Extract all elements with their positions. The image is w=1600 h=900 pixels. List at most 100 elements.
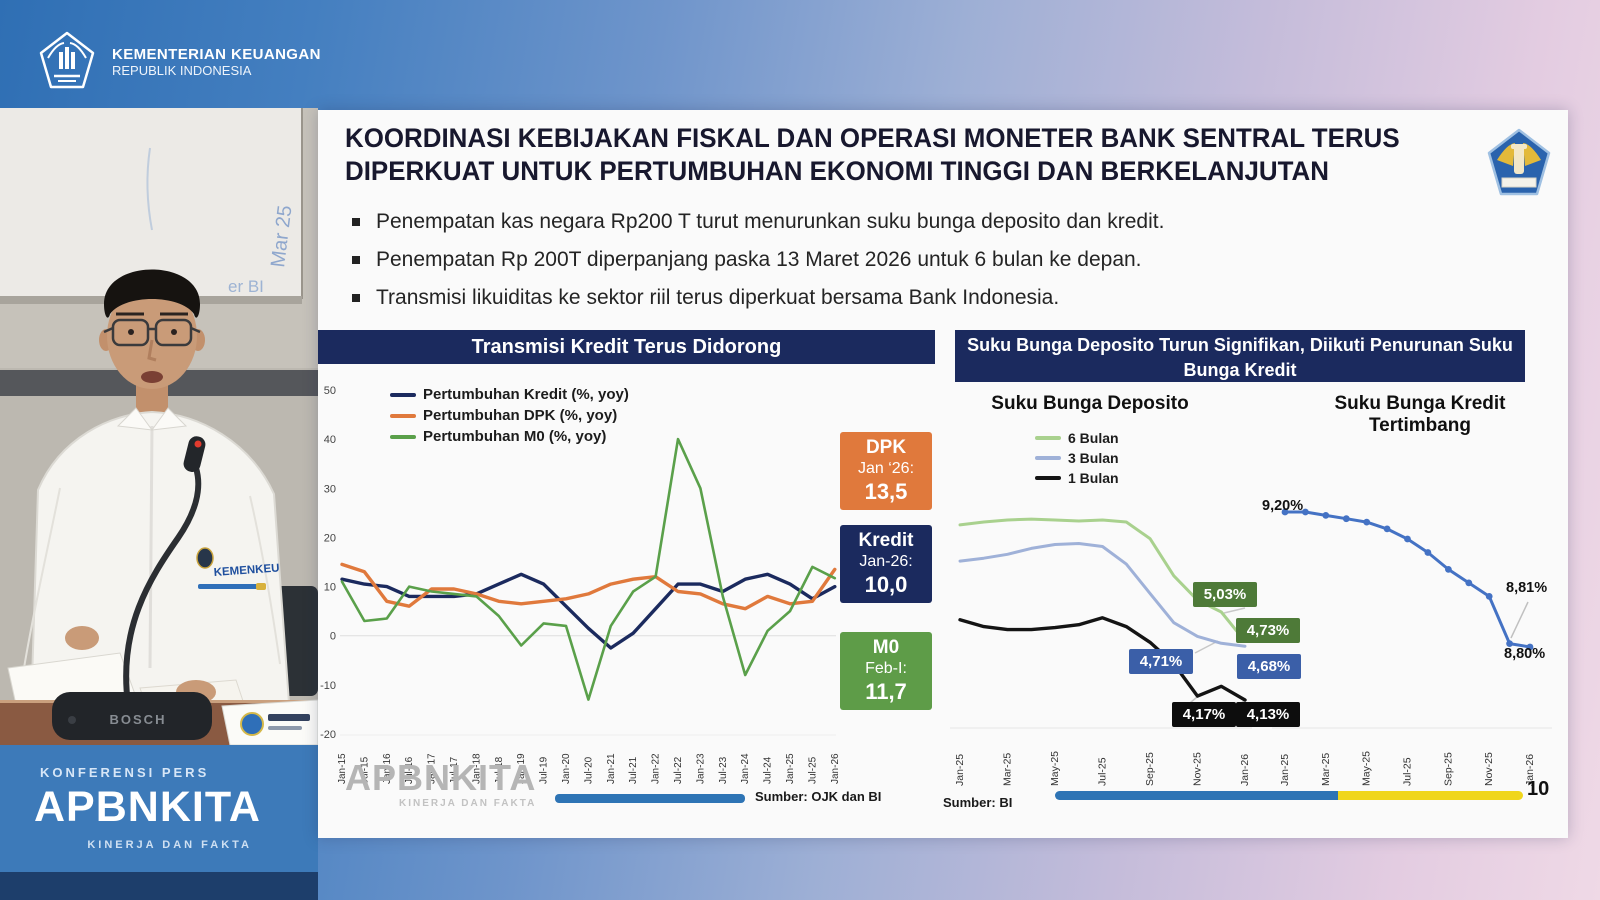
svg-text:Jul-25: Jul-25 (1097, 757, 1109, 786)
svg-text:Jan-21: Jan-21 (606, 753, 617, 784)
dpk-box-title: DPK (865, 437, 907, 458)
deposito-callout-6bulan-latest: 4,73% (1236, 618, 1300, 643)
svg-text:Nov-25: Nov-25 (1192, 752, 1204, 786)
svg-text:Jan-22: Jan-22 (651, 753, 662, 784)
right-header-line2: Bunga Kredit (1183, 360, 1297, 381)
svg-text:Jul-23: Jul-23 (718, 756, 729, 784)
bullet-square-icon (352, 218, 360, 226)
svg-text:10: 10 (324, 582, 336, 594)
legend-item-3bulan: 3 Bulan (1035, 450, 1119, 466)
svg-text:Jul-18: Jul-18 (494, 756, 505, 784)
kredit-callout-dec: 8,81% (1506, 580, 1548, 596)
svg-text:Jan-24: Jan-24 (740, 753, 751, 784)
svg-text:Jul-25: Jul-25 (807, 756, 818, 784)
svg-text:Jul-20: Jul-20 (583, 756, 594, 784)
svg-text:Jan-17: Jan-17 (427, 753, 438, 784)
dpk-value-box: DPK Jan ‘26: 13,5 (840, 432, 932, 510)
slide-title: KOORDINASI KEBIJAKAN FISKAL DAN OPERASI … (345, 122, 1420, 188)
bullet-item-1: Penempatan kas negara Rp200 T turut menu… (352, 210, 1472, 234)
lapel-pin (196, 547, 214, 569)
shirt-badge-text: KEMENKEU (213, 562, 279, 579)
kredit-title-line1: Suku Bunga Kredit (1334, 393, 1506, 414)
legend-label: 1 Bulan (1068, 470, 1119, 486)
legend-label: Pertumbuhan M0 (%, yoy) (423, 428, 607, 445)
deposito-callout-1bulan-latest: 4,13% (1236, 702, 1300, 727)
presentation-slide: KOORDINASI KEBIJAKAN FISKAL DAN OPERASI … (318, 110, 1568, 838)
legend-item-m0: Pertumbuhan M0 (%, yoy) (390, 428, 629, 445)
svg-text:Jan-16: Jan-16 (382, 753, 393, 784)
legend-label: Pertumbuhan DPK (%, yoy) (423, 407, 618, 424)
svg-text:Sep-25: Sep-25 (1144, 752, 1156, 786)
left-chart-header: Transmisi Kredit Terus Didorong (318, 330, 935, 364)
svg-text:Mar-25: Mar-25 (1320, 753, 1332, 786)
kredit-callout-start: 9,20% (1262, 498, 1304, 514)
slide-title-line1: KOORDINASI KEBIJAKAN FISKAL DAN OPERASI … (345, 123, 1400, 153)
transmisi-kredit-chart: 50 40 30 20 10 0 -10 -20 Jan-15 Jul-15 Jan-16 Jul-1… (320, 385, 841, 784)
legend-item-1bulan: 1 Bulan (1035, 470, 1119, 486)
svg-text:May-25: May-25 (1049, 751, 1061, 786)
svg-text:Jul-22: Jul-22 (673, 756, 684, 784)
svg-text:Jan-20: Jan-20 (561, 753, 572, 784)
svg-text:Jan-25: Jan-25 (785, 753, 796, 784)
apbnkita-tagline: KINERJA DAN FAKTA (87, 839, 252, 851)
m0-line-swatch (390, 434, 416, 439)
svg-text:Jul-19: Jul-19 (539, 756, 550, 784)
konferensi-pers-label: KONFERENSI PERS (40, 765, 210, 780)
mic-led (194, 440, 202, 448)
watermark-subtext: KINERJA DAN FAKTA (398, 798, 537, 809)
svg-text:Jan-15: Jan-15 (337, 753, 348, 784)
svg-text:Jul-21: Jul-21 (628, 756, 639, 784)
suku-bunga-deposito-chart: Jan-25 Mar-25 May-25 Jul-25 Sep-25 Nov-25 Jan-… (950, 517, 1252, 786)
deposito-chart-title: Suku Bunga Deposito (991, 393, 1189, 414)
m0-box-period: Feb-I: (865, 660, 907, 677)
svg-text:-20: -20 (320, 729, 336, 741)
ministry-brand-text: KEMENTERIAN KEUANGAN REPUBLIK INDONESIA (112, 46, 321, 78)
right-header-line1: Suku Bunga Deposito Turun Signifikan, Di… (967, 335, 1513, 355)
right-chart-source: Sumber: BI (943, 795, 1013, 810)
face (107, 283, 197, 389)
svg-text:Nov-25: Nov-25 (1483, 752, 1495, 786)
deposito-callout-3bulan-latest: 4,68% (1237, 654, 1301, 679)
dpk-line-swatch (390, 413, 416, 418)
bottom-navy-strip (0, 872, 318, 900)
whiteboard-writing-bi: er BI (228, 277, 264, 296)
apbnkita-watermark: APBNKITA KINERJA DAN FAKTA (345, 760, 537, 810)
right-progress-bar-blue (1055, 791, 1338, 800)
svg-text:20: 20 (324, 532, 336, 544)
apbnkita-panel: KONFERENSI PERS APBNKITA KINERJA DAN FAK… (0, 745, 318, 872)
bullet-item-2: Penempatan Rp 200T diperpanjang paska 13… (352, 248, 1472, 272)
mouth (141, 371, 163, 383)
kredit-value-box: Kredit Jan-26: 10,0 (840, 525, 932, 603)
mic-base: BOSCH (52, 692, 212, 740)
agency-name: KEMENTERIAN KEUANGAN (112, 46, 321, 63)
m0-box-value: 11,7 (865, 679, 907, 704)
deposito-callout-1bulan-prev: 4,17% (1172, 702, 1236, 727)
m0-value-box: M0 Feb-I: 11,7 (840, 632, 932, 710)
right-progress-bar-yellow (1338, 791, 1523, 800)
apbnkita-logo: APBNKITA (34, 783, 261, 831)
6bulan-line-swatch (1035, 436, 1061, 440)
bullet-text-1: Penempatan kas negara Rp200 T turut menu… (376, 210, 1165, 233)
mic-base-brand: BOSCH (110, 712, 167, 727)
deposito-callout-3bulan-prev: 4,71% (1129, 649, 1193, 674)
kredit-box-value: 10,0 (864, 572, 908, 597)
svg-text:Jan-25: Jan-25 (1279, 754, 1291, 786)
3bulan-line-swatch (1035, 456, 1061, 460)
svg-text:50: 50 (324, 385, 336, 397)
bullet-square-icon (352, 256, 360, 264)
deposito-legend: 6 Bulan 3 Bulan 1 Bulan (1035, 430, 1119, 486)
kredit-callout-jan: 8,80% (1504, 646, 1546, 662)
kredit-chart-title: Suku Bunga Kredit Tertimbang (1270, 393, 1570, 437)
bullet-square-icon (352, 294, 360, 302)
suku-bunga-kredit-chart: Jan-25 Mar-25 May-25 Jul-25 Sep-25 Nov-25 Jan-… (1272, 508, 1552, 786)
microphone (123, 436, 206, 705)
1bulan-line-swatch (1035, 476, 1061, 480)
svg-text:Jan-23: Jan-23 (695, 753, 706, 784)
svg-text:-10: -10 (320, 680, 336, 692)
svg-text:Jul-16: Jul-16 (404, 756, 415, 784)
transmisi-legend: Pertumbuhan Kredit (%, yoy) Pertumbuhan … (390, 386, 629, 445)
legend-item-dpk: Pertumbuhan DPK (%, yoy) (390, 407, 629, 424)
whiteboard: Mar 25 er BI (0, 108, 303, 304)
svg-text:Jul-24: Jul-24 (763, 756, 774, 784)
